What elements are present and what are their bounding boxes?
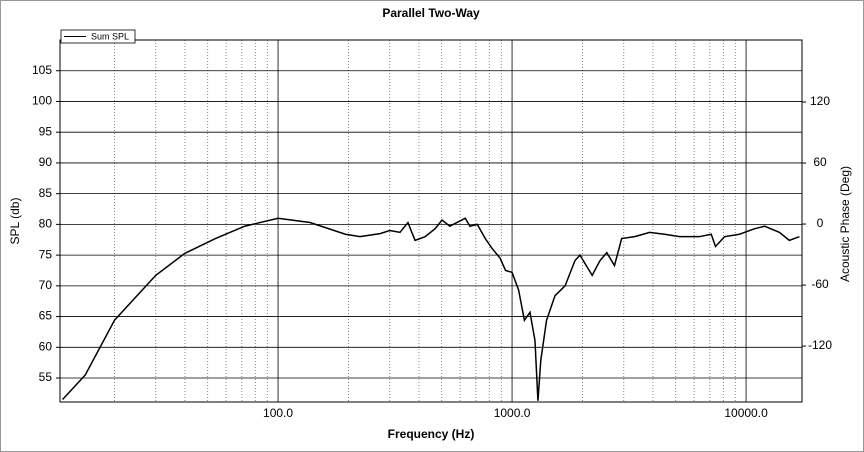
y-tick-label: 105 — [32, 63, 52, 77]
y-tick-label: 75 — [39, 247, 53, 261]
y-tick-label: 85 — [39, 186, 53, 200]
y-tick-label: 70 — [39, 278, 53, 292]
legend-label: Sum SPL — [91, 31, 129, 41]
x-tick-label: 1000.0 — [494, 406, 531, 420]
x-tick-label: 10000.0 — [724, 406, 768, 420]
y2-tick-label: 60 — [813, 155, 827, 169]
x-tick-label: 100.0 — [263, 406, 293, 420]
y-axis-label: SPL (db) — [8, 198, 22, 245]
y2-tick-label: 0 — [817, 216, 824, 230]
y2-tick-label: 120 — [810, 94, 830, 108]
y-tick-label: 95 — [39, 124, 53, 138]
y-tick-label: 55 — [39, 370, 53, 384]
y-tick-label: 65 — [39, 309, 53, 323]
x-axis-label: Frequency (Hz) — [388, 427, 475, 441]
y-tick-label: 90 — [39, 155, 53, 169]
plot-area — [59, 39, 803, 403]
legend-box — [60, 29, 136, 44]
y2-axis-label: Acoustic Phase (Deg) — [838, 166, 852, 282]
y2-tick-label: -60 — [811, 277, 829, 291]
y-tick-label: 100 — [32, 94, 52, 108]
y-tick-label: 60 — [39, 339, 53, 353]
y2-tick-label: -120 — [808, 338, 832, 352]
y-tick-label: 80 — [39, 217, 53, 231]
chart-title: Parallel Two-Way — [382, 6, 480, 20]
data-line — [62, 217, 800, 401]
